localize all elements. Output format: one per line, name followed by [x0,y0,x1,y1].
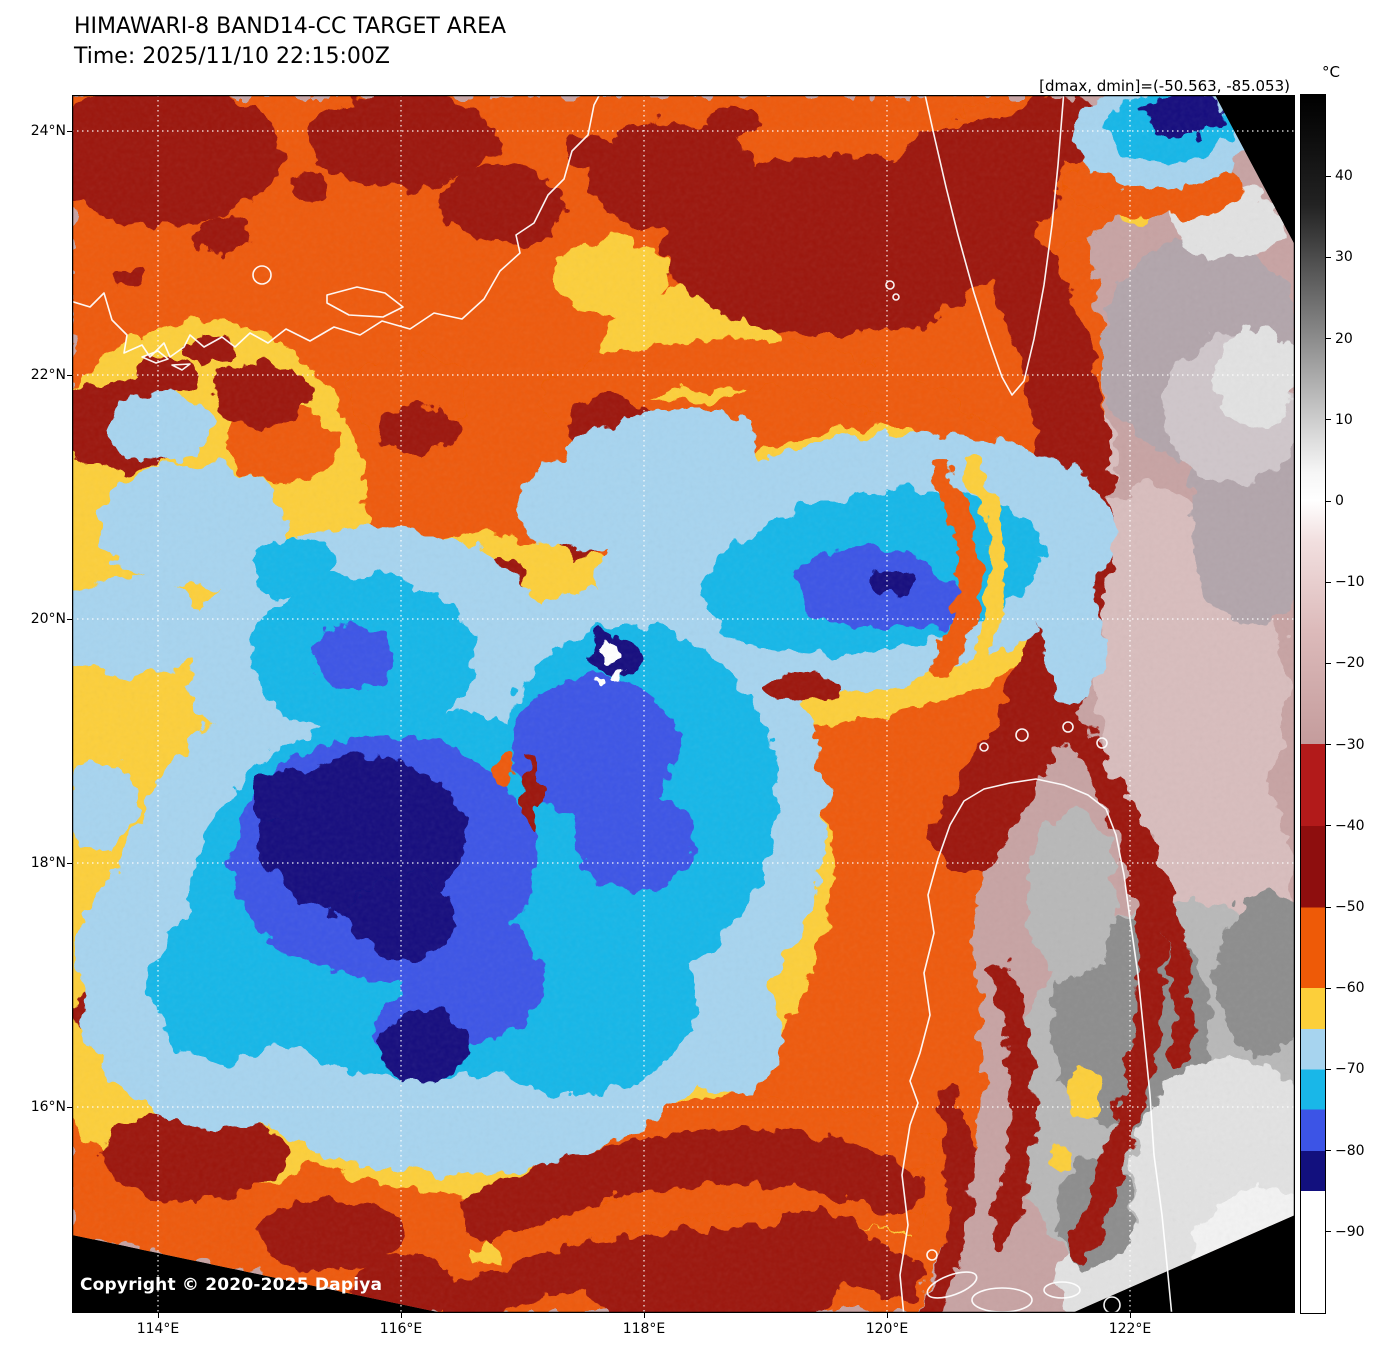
colorbar-tick-mark [1325,1068,1331,1070]
colorbar-tick-label: −80 [1335,1142,1365,1159]
colorbar-tick-mark [1325,175,1331,177]
lat-label: 24°N [30,123,66,139]
colorbar-tick-label: −30 [1335,736,1365,753]
colorbar-tick-label: −70 [1335,1061,1365,1078]
lat-tick-mark [67,374,72,376]
page-title: HIMAWARI-8 BAND14-CC TARGET AREA [74,14,507,39]
lon-label: 122°E [1108,1321,1152,1337]
colorbar-tick-mark [1325,987,1331,989]
colorbar-tick-mark [1325,338,1331,340]
lat-label: 20°N [30,611,66,627]
colorbar: 40 30 20 10 0 −10 −20 −30 −40 −50 −60 −70 −80 −90 [1301,95,1365,1313]
lon-tick-mark [1129,1313,1131,1318]
lon-label: 114°E [136,1321,180,1337]
lon-label: 116°E [379,1321,423,1337]
sensor-grain [72,95,1295,1313]
lat-label: 18°N [30,855,66,871]
imagery-layer [72,95,1295,1313]
colorbar-tick-label: 10 [1335,411,1353,428]
lon-label: 120°E [865,1321,909,1337]
colorbar-tick-label: 30 [1335,249,1353,266]
colorbar-tick-label: −90 [1335,1223,1365,1240]
colorbar-tick-label: 40 [1335,168,1353,185]
lon-label: 118°E [622,1321,666,1337]
timestamp: Time: 2025/11/10 22:15:00Z [74,44,390,69]
colorbar-tick-mark [1325,419,1331,421]
colorbar-tick-mark [1325,825,1331,827]
colorbar-tick-label: −10 [1335,574,1365,591]
colorbar-tick-mark [1325,906,1331,908]
colorbar-tick-label: −40 [1335,817,1365,834]
colorbar-tick-label: −20 [1335,655,1365,672]
colorbar-gradient [1301,95,1325,1313]
colorbar-tick-label: −60 [1335,980,1365,997]
colorbar-unit-label: °C [1322,63,1340,81]
dmax-dmin-readout: [dmax, dmin]=(-50.563, -85.053) [1039,77,1290,95]
coastlines [72,95,1173,1313]
colorbar-tick-mark [1325,744,1331,746]
lat-tick-mark [67,618,72,620]
lat-tick-mark [67,130,72,132]
colorbar-tick-label: 0 [1335,493,1344,509]
lon-tick-mark [157,1313,159,1318]
lat-label: 22°N [30,367,66,383]
colorbar-tick-mark [1325,662,1331,664]
lat-label: 16°N [30,1099,66,1115]
colorbar-tick-label: −50 [1335,899,1365,915]
lat-tick-mark [67,862,72,864]
colorbar-tick-mark [1325,500,1331,502]
colorbar-tick-mark [1325,581,1331,583]
colorbar-tick-mark [1325,256,1331,258]
lon-tick-mark [400,1313,402,1318]
copyright-notice: Copyright © 2020-2025 Dapiya [80,1275,383,1295]
colorbar-tick-label: 20 [1335,330,1353,347]
colorbar-tick-mark [1325,1150,1331,1152]
lon-tick-mark [643,1313,645,1318]
map-border [72,95,1295,1313]
lon-tick-mark [886,1313,888,1318]
satellite-image [72,95,1295,1313]
colorbar-tick-mark [1325,1231,1331,1233]
map-canvas: Copyright © 2020-2025 Dapiya [72,95,1295,1313]
graticule [72,95,1295,1313]
lat-tick-mark [67,1106,72,1108]
